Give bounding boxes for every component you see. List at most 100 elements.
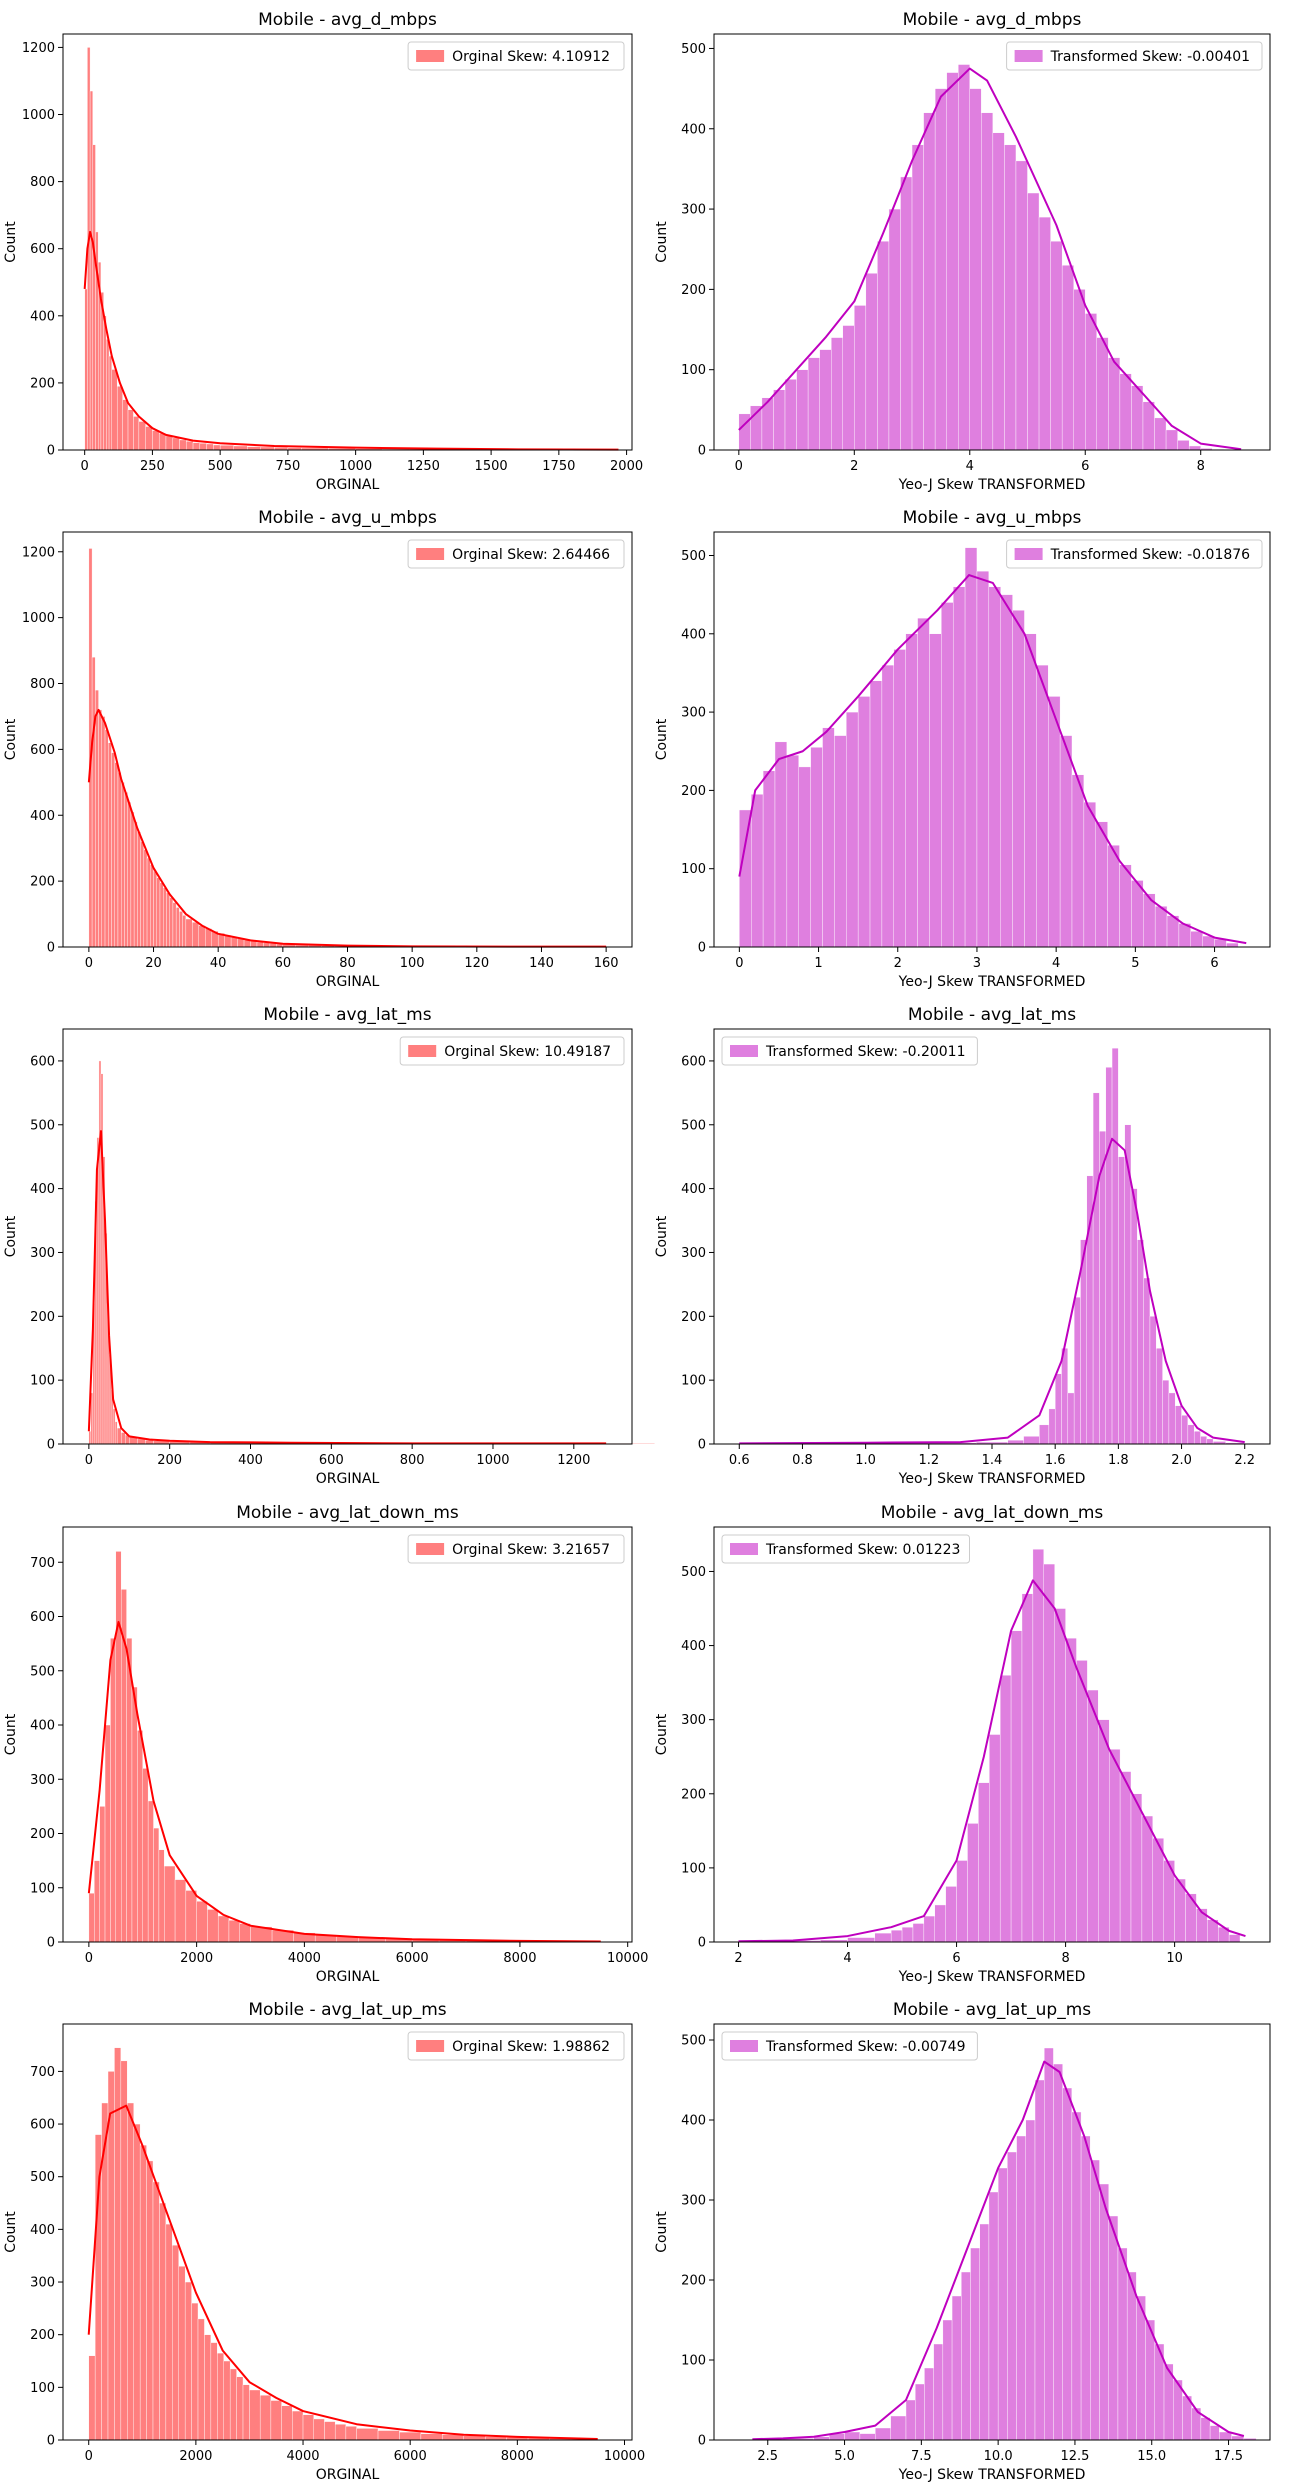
histogram-bar	[941, 602, 954, 948]
chart-title: Mobile - avg_lat_down_ms	[236, 1503, 459, 1523]
x-tick-label: 17.5	[1214, 2449, 1243, 2464]
histogram-bar	[229, 2368, 237, 2441]
histogram-bar	[1131, 880, 1144, 948]
histogram-bar	[1119, 864, 1132, 948]
histogram-bar	[865, 273, 878, 451]
legend-box	[407, 41, 625, 71]
y-tick-label: 600	[30, 743, 55, 758]
histogram-bar	[178, 2266, 186, 2441]
y-tick-label: 300	[30, 2276, 55, 2291]
histogram-bar	[292, 2410, 304, 2441]
chart-title: Mobile - avg_d_mbps	[903, 10, 1082, 30]
histogram-bars	[738, 64, 1225, 451]
histogram-bar	[302, 2414, 314, 2441]
histogram-bar	[1193, 1431, 1201, 1445]
y-tick-label: 500	[681, 549, 706, 564]
legend-swatch	[730, 1045, 758, 1057]
panel-2: 0 2 4 6 8 0 100 200 300 400 500 Mobile - avg_d_mbps…	[654, 10, 1271, 493]
histogram-bar	[1061, 265, 1074, 451]
histogram-bar	[1053, 2063, 1063, 2441]
histogram-bar	[145, 426, 153, 451]
histogram-bar	[905, 633, 918, 948]
panel-4: 0 1 2 3 4 5 6 0 100 200 300 400 500 Mobile - avg_u_mb…	[654, 508, 1271, 990]
histogram-bar	[890, 2415, 907, 2441]
y-tick-label: 600	[30, 2118, 55, 2133]
chart-title: Mobile - avg_d_mbps	[258, 10, 437, 30]
kde-line	[738, 1579, 1246, 1943]
x-tick-label: 15.0	[1137, 2449, 1166, 2464]
y-tick-label: 300	[681, 203, 706, 218]
histogram-bar	[1080, 2135, 1091, 2441]
histogram-bar	[130, 811, 135, 948]
histogram-bar	[158, 433, 167, 451]
y-tick-label: 500	[681, 42, 706, 57]
kde-line	[87, 708, 607, 948]
histogram-bar	[933, 2343, 944, 2441]
histogram-bar	[786, 754, 799, 948]
histogram-bar	[1119, 373, 1132, 451]
histogram-bar	[976, 570, 990, 948]
histogram-bar	[923, 1915, 935, 1943]
y-tick-label: 100	[681, 363, 706, 378]
legend-box	[407, 1534, 625, 1564]
histogram-bar	[846, 711, 859, 948]
y-tick-label: 400	[30, 1182, 55, 1197]
histogram-bar	[842, 325, 855, 451]
histogram-bars	[84, 47, 627, 451]
x-axis-label: Yeo-J Skew TRANSFORMED	[898, 477, 1086, 493]
histogram-bar	[159, 2202, 167, 2441]
histogram-bar	[877, 240, 890, 451]
y-tick-label: 400	[681, 627, 706, 642]
histogram-bar	[1092, 1092, 1100, 1445]
y-tick-label: 400	[30, 2223, 55, 2238]
y-axis-label: Count	[654, 718, 670, 760]
chart-title: Mobile - avg_lat_up_ms	[893, 2000, 1091, 2020]
histogram-bar	[822, 727, 835, 948]
histogram-bar	[152, 2181, 160, 2441]
histogram-bar	[184, 2281, 192, 2441]
kde-line	[738, 67, 1242, 451]
y-axis-label: Count	[654, 1215, 670, 1257]
axes-frame	[62, 1526, 633, 1943]
legend: Transformed Skew: -0.20011	[721, 1036, 978, 1066]
histogram-bar	[156, 877, 161, 948]
histogram-bar	[356, 2428, 379, 2441]
x-tick-label: 0.6	[729, 1453, 750, 1468]
histogram-bar	[1024, 633, 1037, 948]
histogram-bar	[1027, 192, 1040, 451]
histogram-bar	[1016, 2135, 1026, 2441]
histogram-bar	[912, 1923, 925, 1943]
histogram-bar	[1177, 440, 1190, 451]
histogram-bar	[1095, 821, 1108, 948]
y-tick-label: 1000	[22, 611, 55, 626]
histogram-bar	[958, 64, 970, 451]
kde-line	[752, 2060, 1245, 2441]
legend-label: Transformed Skew: -0.01876	[1050, 547, 1251, 563]
histogram-bar	[115, 1551, 122, 1943]
histogram-bar	[1071, 2111, 1082, 2441]
histogram-bar	[1162, 1379, 1170, 1445]
x-tick-label: 2	[734, 1951, 742, 1966]
histogram-bar	[186, 441, 194, 451]
y-axis-label: Count	[654, 1713, 670, 1755]
histogram-bar	[893, 649, 906, 948]
legend: Transformed Skew: -0.00401	[1006, 41, 1263, 71]
histogram-bar	[857, 696, 871, 948]
histogram-bar	[1200, 1436, 1208, 1445]
x-tick-label: 0	[85, 956, 93, 971]
panel-1: 0 250 500 750 1000 1250 1500 1750 2000 0 200 400 600…	[3, 10, 643, 493]
histogram-bar	[1152, 1838, 1164, 1943]
x-tick-label: 1750	[542, 459, 575, 474]
histogram-bar	[179, 911, 183, 948]
histogram-bar	[979, 2223, 990, 2441]
histogram-bar	[997, 2167, 1008, 2441]
chart-title: Mobile - avg_lat_ms	[263, 1005, 431, 1025]
x-tick-label: 250	[140, 459, 165, 474]
x-axis-label: ORGINAL	[316, 974, 380, 990]
histogram-bar	[798, 766, 811, 948]
histogram-bar	[1131, 385, 1144, 451]
histogram-bar	[1038, 216, 1051, 451]
x-tick-label: 750	[275, 459, 300, 474]
y-axis-label: Count	[3, 1713, 19, 1755]
x-tick-label: 2	[850, 459, 858, 474]
